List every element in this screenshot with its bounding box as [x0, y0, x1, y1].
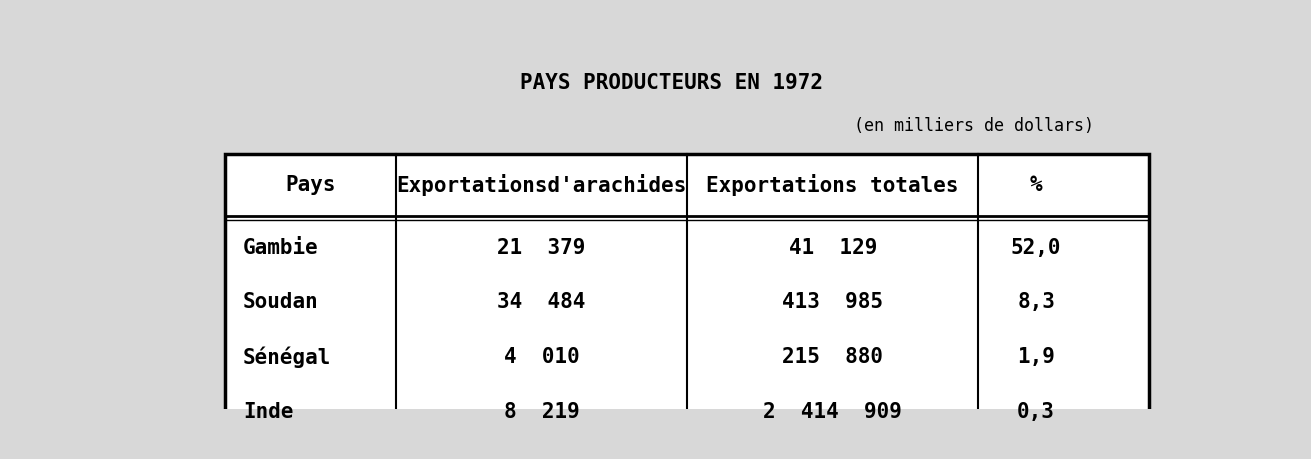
- Text: 4  010: 4 010: [503, 347, 579, 367]
- Text: 215  880: 215 880: [783, 347, 884, 367]
- Text: 34  484: 34 484: [497, 292, 586, 312]
- Text: (en milliers de dollars): (en milliers de dollars): [853, 117, 1093, 134]
- Text: 0,3: 0,3: [1017, 402, 1055, 422]
- Text: Gambie: Gambie: [243, 237, 319, 257]
- Text: Inde: Inde: [243, 402, 294, 422]
- Text: Exportationsd'arachides: Exportationsd'arachides: [396, 174, 687, 196]
- Text: 52,0: 52,0: [1011, 237, 1062, 257]
- Text: PAYS PRODUCTEURS EN 1972: PAYS PRODUCTEURS EN 1972: [520, 73, 823, 93]
- Text: Exportations totales: Exportations totales: [707, 174, 960, 196]
- Text: Sénégal: Sénégal: [243, 347, 332, 368]
- Text: 413  985: 413 985: [783, 292, 884, 312]
- Text: Soudan: Soudan: [243, 292, 319, 312]
- Text: 1,9: 1,9: [1017, 347, 1055, 367]
- Text: 8,3: 8,3: [1017, 292, 1055, 312]
- Text: 21  379: 21 379: [497, 237, 586, 257]
- Text: %: %: [1030, 175, 1042, 195]
- Text: 8  219: 8 219: [503, 402, 579, 422]
- Text: 41  129: 41 129: [788, 237, 877, 257]
- Text: 2  414  909: 2 414 909: [763, 402, 902, 422]
- Text: Pays: Pays: [284, 175, 336, 195]
